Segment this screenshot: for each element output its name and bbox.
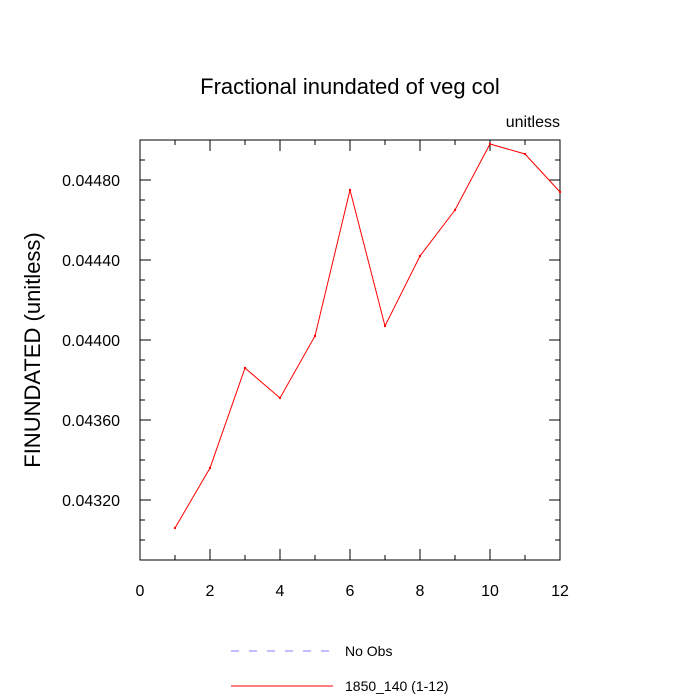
x-axis: 0 2 4 6 8 10 12 bbox=[136, 140, 569, 600]
data-point bbox=[348, 188, 352, 192]
x-tick-label: 10 bbox=[481, 583, 499, 600]
data-point bbox=[488, 142, 492, 146]
x-tick-label: 12 bbox=[551, 583, 569, 600]
y-tick-label: 0.04360 bbox=[62, 413, 120, 430]
series-layer bbox=[173, 142, 562, 530]
legend-label: 1850_140 (1-12) bbox=[345, 678, 449, 694]
y-tick-label: 0.04320 bbox=[62, 493, 120, 510]
x-tick-label: 8 bbox=[416, 583, 425, 600]
data-point bbox=[453, 208, 457, 212]
legend-label: No Obs bbox=[345, 643, 392, 659]
data-point bbox=[418, 254, 422, 258]
y-tick-label: 0.04480 bbox=[62, 173, 120, 190]
chart-title: Fractional inundated of veg col bbox=[200, 74, 500, 99]
y-axis: 0.04320 0.04360 0.04400 0.04440 0.04480 bbox=[62, 139, 560, 561]
data-point bbox=[243, 366, 247, 370]
y-tick-label: 0.04400 bbox=[62, 333, 120, 350]
data-point bbox=[278, 396, 282, 400]
data-point bbox=[313, 334, 317, 338]
x-tick-label: 6 bbox=[346, 583, 355, 600]
data-point bbox=[523, 152, 527, 156]
x-tick-label: 2 bbox=[206, 583, 215, 600]
y-axis-title: FINUNDATED (unitless) bbox=[20, 232, 45, 468]
data-point bbox=[208, 466, 212, 470]
legend: No Obs 1850_140 (1-12) bbox=[231, 643, 449, 694]
x-tick-label: 4 bbox=[276, 583, 285, 600]
data-point bbox=[383, 324, 387, 328]
data-point bbox=[173, 526, 177, 530]
y-tick-label: 0.04440 bbox=[62, 253, 120, 270]
data-point bbox=[558, 190, 562, 194]
units-label: unitless bbox=[506, 114, 560, 131]
x-tick-label: 0 bbox=[136, 583, 145, 600]
plot-frame bbox=[139, 139, 561, 561]
series-line-1 bbox=[174, 143, 561, 529]
